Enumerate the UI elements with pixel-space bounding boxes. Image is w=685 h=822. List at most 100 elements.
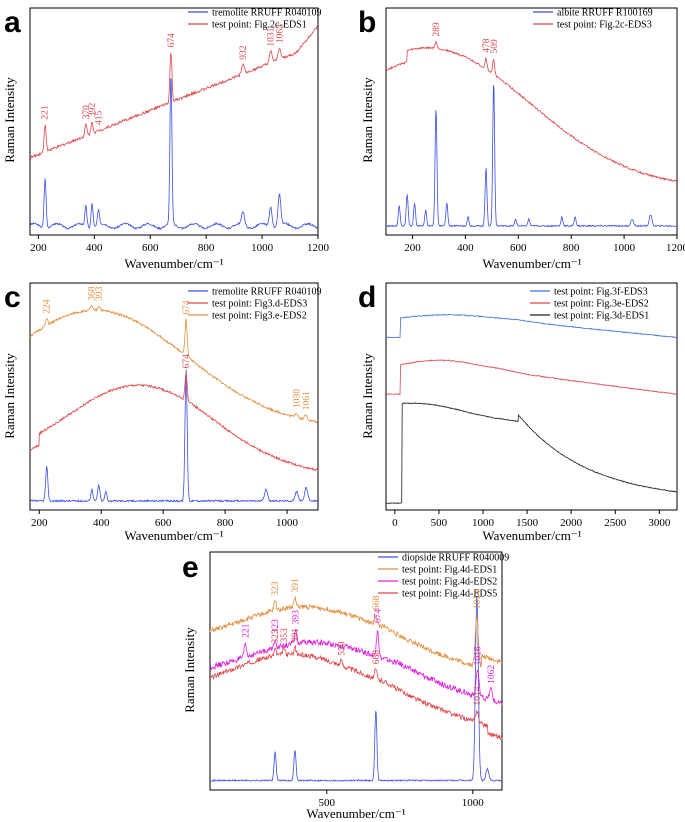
legend-entry: albite RRUFF R100169: [557, 8, 653, 19]
plot-frame: [385, 282, 678, 511]
legend-entry: test point: Fig.3d-EDS1: [554, 311, 649, 322]
peak-label: 289: [432, 22, 442, 37]
panel-letter: a: [4, 6, 21, 39]
series-line-3: [29, 304, 319, 424]
x-tick-label: 800: [198, 242, 215, 254]
x-tick-label: 600: [155, 517, 172, 529]
x-tick-label: 1200: [307, 242, 330, 254]
peak-label: 932: [239, 45, 249, 60]
x-tick-label: 800: [563, 242, 580, 254]
peak-label: 393: [292, 610, 302, 625]
series-line-2: [385, 359, 678, 396]
legend-entry: diopside RRUFF R040009: [402, 553, 509, 564]
y-axis-title: Raman Intensity: [360, 77, 375, 163]
peak-label: 1030: [292, 389, 302, 408]
peak-label: 478: [482, 38, 492, 53]
legend-entry: test point: Fig.2c-EDS1: [212, 20, 307, 31]
series-line-1: [210, 596, 503, 783]
plot-frame: [209, 551, 503, 791]
x-tick-label: 1200: [666, 242, 685, 254]
x-tick-label: 1000: [613, 242, 636, 254]
peak-label: 668: [372, 595, 382, 610]
series-line-1: [385, 313, 678, 339]
plot-frame: [29, 7, 319, 236]
x-tick-label: 3000: [648, 517, 671, 529]
x-axis-title: Wavenumber/cm⁻¹: [306, 806, 405, 821]
y-axis-title: Raman Intensity: [2, 77, 17, 163]
peak-label: 1031: [267, 27, 277, 46]
peak-label: 323: [271, 581, 281, 596]
peak-label: 509: [490, 39, 500, 54]
peak-label: 674: [182, 354, 192, 369]
peak-label: 391: [291, 628, 301, 643]
x-tick-label: 1000: [251, 242, 274, 254]
x-tick-label: 400: [93, 517, 110, 529]
peak-label: 1016: [473, 646, 483, 665]
x-tick-label: 2500: [604, 517, 627, 529]
peak-label: 368: [87, 286, 97, 301]
y-axis-title: Raman Intensity: [2, 353, 17, 439]
panel-letter: e: [182, 551, 199, 584]
panel-letter: c: [4, 281, 21, 314]
peak-label: 323: [271, 629, 281, 644]
peak-label: 1062: [275, 24, 285, 43]
peak-label: 323: [271, 619, 281, 634]
x-tick-label: 400: [457, 242, 474, 254]
series-line-2: [209, 595, 503, 669]
panel-a: 200 400 600 800 1000 1200 Wavenumber/cm⁻¹ Raman…: [2, 6, 330, 271]
x-axis-title: Wavenumber/cm⁻¹: [482, 256, 581, 271]
panel-letter: b: [358, 6, 376, 39]
x-axis-title: Wavenumber/cm⁻¹: [482, 528, 581, 543]
peak-label: 353: [280, 628, 290, 643]
peak-label: 392: [88, 103, 98, 118]
series-line-2: [29, 25, 319, 160]
panel-c: 200 400 600 800 1000 Wavenumber/cm⁻¹ Raman Int…: [2, 281, 321, 543]
x-tick-label: 600: [142, 242, 159, 254]
peak-label: 391: [291, 578, 301, 593]
x-tick-label: 1500: [516, 517, 539, 529]
legend-entry: test point: Fig.4d-EDS1: [402, 565, 497, 576]
panel-e: 500 1000 Wavenumber/cm⁻¹ Raman Intensity e di…: [182, 551, 509, 821]
series-line-1: [385, 84, 678, 228]
panel-letter: d: [358, 281, 376, 314]
plot-frame: [385, 7, 678, 236]
legend-entry: test point: Fig3.d-EDS3: [212, 299, 307, 310]
x-tick-label: 1000: [472, 517, 495, 529]
x-tick-label: 1000: [462, 797, 485, 809]
peak-label: 1014: [473, 590, 483, 609]
legend-entry: tremolite RRUFF R040109: [212, 287, 321, 298]
peak-label: 674: [167, 33, 177, 48]
y-axis-title: Raman Intensity: [360, 353, 375, 439]
x-tick-label: 0: [392, 517, 398, 529]
peak-label: 370: [82, 105, 92, 120]
series-line-3: [385, 402, 678, 505]
legend-entry: test point: Fig3.e-EDS2: [212, 311, 307, 322]
peak-label: 224: [43, 299, 53, 314]
peak-label: 674: [374, 609, 384, 624]
series-line-1: [29, 369, 319, 503]
legend-entry: test point: Fig.3e-EDS2: [554, 299, 649, 310]
x-tick-label: 200: [30, 242, 47, 254]
legend-entry: tremolite RRUFF R040109: [212, 8, 321, 19]
series-line-2: [385, 40, 678, 182]
peak-label: 1014: [473, 686, 483, 705]
peak-label: 221: [40, 105, 50, 120]
panel-b: 200 400 600 800 1000 1200 Wavenumber/cm⁻¹ Raman…: [358, 6, 685, 271]
x-axis-title: Wavenumber/cm⁻¹: [124, 256, 223, 271]
x-tick-label: 500: [319, 797, 336, 809]
peak-label: 393: [95, 286, 105, 301]
plot-frame: [29, 282, 319, 511]
legend-entry: test point: Fig.3f-EDS3: [554, 287, 648, 298]
peak-label: 674: [182, 300, 192, 315]
x-tick-label: 200: [31, 517, 48, 529]
x-tick-label: 800: [217, 517, 234, 529]
x-axis-title: Wavenumber/cm⁻¹: [124, 528, 223, 543]
series-line-3: [209, 628, 503, 706]
legend-entry: test point: Fig.2c-EDS3: [557, 20, 652, 31]
x-tick-label: 600: [510, 242, 527, 254]
y-axis-title: Raman Intensity: [182, 627, 197, 713]
x-tick-label: 2000: [560, 517, 583, 529]
x-tick-label: 400: [86, 242, 103, 254]
series-line-2: [29, 372, 319, 472]
